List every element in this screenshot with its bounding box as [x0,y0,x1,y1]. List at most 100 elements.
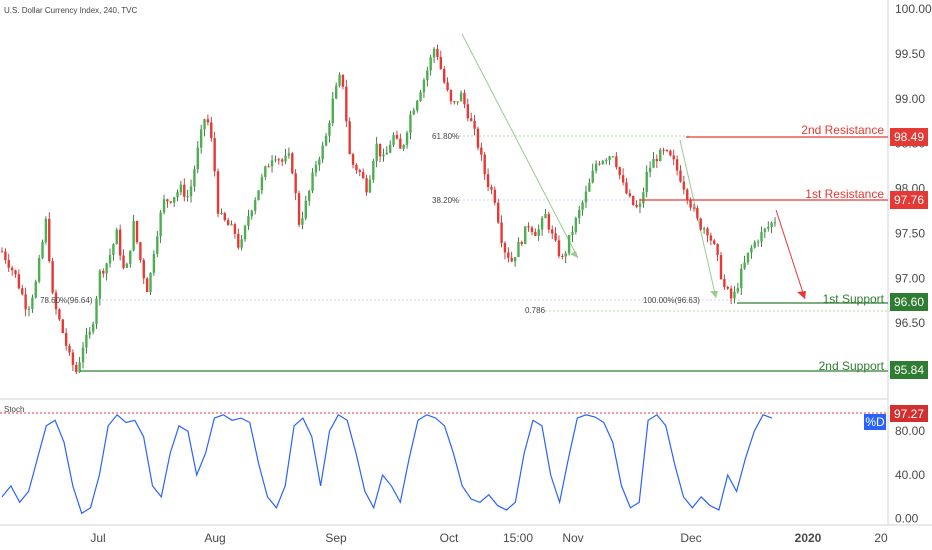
candle-body [338,74,341,86]
candle-body [446,82,449,91]
candle-body [645,171,648,193]
candle-body [432,48,436,58]
stoch-tick-label: 80.00 [895,424,925,438]
candle-body [189,186,193,197]
candle-body [34,281,37,298]
candle-body [118,229,122,256]
candle-body [17,274,21,289]
candle-body [422,80,426,93]
candle-body [365,178,368,193]
candle-body [459,92,463,102]
candle-body [696,208,699,219]
candle-body [655,159,659,162]
candle-body [348,121,351,155]
candle-body [524,226,527,245]
price-tick-label: 100.00 [895,2,932,16]
level-1st-resistance-value: 97.76 [894,193,924,207]
candle-body [618,167,621,176]
candle-body [544,214,547,219]
candle-body [493,189,497,203]
price-axis[interactable]: 100.0099.5099.0098.5098.0097.5097.0096.5… [895,2,932,375]
candle-body [230,224,233,226]
candle-body [584,191,588,203]
candle-body [442,68,446,83]
candle-body [699,218,702,230]
price-tick-label: 96.50 [895,316,925,330]
candle-body [179,184,183,193]
candle-body [284,155,287,162]
time-tick-label: 15:00 [503,531,533,545]
candle-body [0,251,4,253]
candle-body [210,122,213,139]
candle-body [247,216,250,226]
stoch-label: Stoch [4,405,24,414]
candle-body [497,202,500,223]
candle-body [662,149,665,151]
candle-body [375,143,378,162]
candle-body [476,128,480,148]
stoch-d-badge [864,414,886,430]
candle-body [186,196,189,198]
candle-body [54,292,58,310]
time-tick-label: Jul [90,531,105,545]
candle-body [196,147,199,170]
fibonacci-lines [90,135,890,312]
time-tick-label: 2020 [795,531,822,545]
candle-body [534,232,537,236]
candle-body [763,228,767,232]
main-pane[interactable] [0,0,888,395]
candle-body [68,345,71,353]
candle-body [361,172,365,179]
candle-body [463,92,466,105]
time-tick-label: Oct [440,531,459,545]
candle-body [321,145,324,160]
candle-body [291,153,294,174]
candle-body [706,228,709,236]
candle-body [108,254,112,264]
candle-body [480,147,483,155]
candle-body [675,159,679,171]
stoch-axis[interactable]: 80.00 40.00 0.00 [895,424,925,525]
candle-body [652,159,655,168]
level-1st-support-tag [890,293,928,311]
candle-body [48,218,51,262]
candle-body [41,242,44,259]
candle-body [264,166,267,177]
candle-body [574,218,578,232]
candle-body [351,154,355,165]
time-tick-label: Aug [204,531,225,545]
candle-body [679,170,682,182]
stoch-d-line [1,413,773,515]
candle-body [199,129,203,148]
candle-body [280,159,284,162]
candle-body [770,222,773,228]
candlesticks[interactable] [0,44,777,375]
candle-body [733,291,736,299]
candle-body [156,236,159,254]
candle-body [112,244,115,255]
candle-body [328,122,331,136]
candle-body [102,270,105,274]
candle-body [159,212,162,237]
candle-body [311,172,314,191]
candle-body [449,90,453,102]
candle-body [277,159,280,161]
candle-body [31,297,34,309]
candle-body [743,262,746,269]
candle-body [358,170,362,173]
candle-body [213,138,216,172]
candle-body [385,152,389,155]
candle-body [149,272,152,293]
candle-body [267,166,270,168]
candle-body [368,179,372,193]
candle-body [628,193,632,197]
candle-body [250,210,253,217]
candle-body [78,362,81,373]
candle-body [341,74,345,87]
candle-body [75,364,78,373]
candle-body [226,220,230,226]
candle-body [723,279,726,287]
time-axis[interactable]: Jul Aug Sep Oct 15:00 Nov Dec 2020 20 [90,531,888,545]
candle-body [44,218,48,243]
